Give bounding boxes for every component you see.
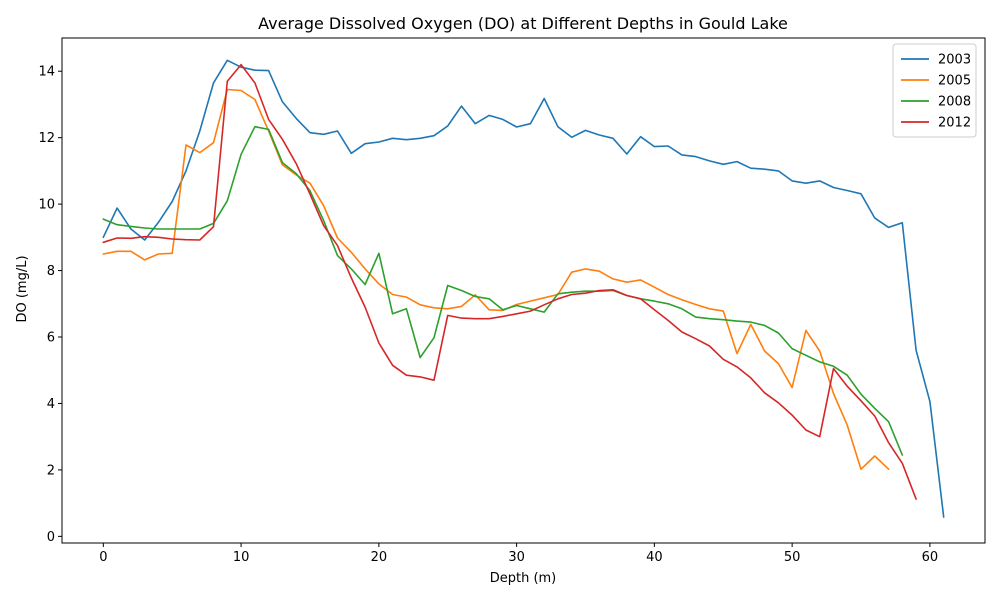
y-axis: 0 2 4 6 8 10 12 14 (38, 65, 62, 545)
x-tick-label: 60 (922, 550, 939, 565)
legend-label-2008: 2008 (938, 95, 971, 110)
y-tick-label: 4 (47, 397, 55, 412)
legend-label-2003: 2003 (938, 53, 971, 68)
legend-label-2012: 2012 (938, 116, 971, 131)
x-tick-label: 40 (646, 550, 663, 565)
y-axis-title: DO (mg/L) (15, 255, 30, 322)
legend-box (892, 43, 977, 138)
series-layer (102, 59, 945, 518)
x-tick-label: 50 (784, 550, 801, 565)
series-line-2012 (102, 63, 917, 500)
legend-label-2005: 2005 (938, 74, 971, 89)
plot-area (61, 37, 986, 544)
y-tick-label: 14 (38, 65, 55, 80)
y-tick-label: 2 (47, 463, 55, 478)
x-tick-label: 20 (371, 550, 388, 565)
x-tick-label: 30 (508, 550, 525, 565)
y-tick-label: 10 (38, 198, 55, 213)
series-line-2005 (102, 88, 890, 471)
legend: 2003 2005 2008 2012 (892, 43, 977, 138)
plot-frame (61, 37, 986, 544)
series-line-2008 (102, 125, 904, 456)
x-tick-label: 0 (99, 550, 107, 565)
y-tick-label: 6 (47, 331, 55, 346)
x-axis-title: Depth (m) (490, 571, 557, 586)
chart-title: Average Dissolved Oxygen (DO) at Differe… (258, 14, 788, 33)
y-tick-label: 8 (47, 264, 55, 279)
y-tick-label: 12 (38, 131, 55, 146)
x-axis: 0 10 20 30 40 50 60 (99, 543, 938, 565)
x-tick-label: 10 (233, 550, 250, 565)
y-tick-label: 0 (47, 530, 55, 545)
